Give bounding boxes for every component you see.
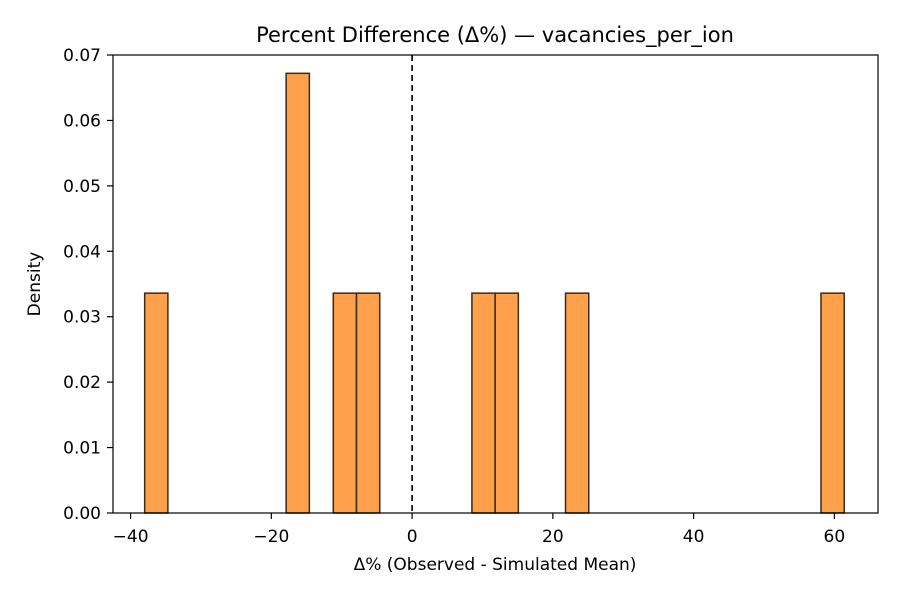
y-tick-label: 0.00 bbox=[63, 504, 101, 524]
y-ticks: 0.00 0.01 0.02 0.03 0.04 0.05 0.06 0.07 bbox=[63, 46, 113, 524]
histogram-bar-2 bbox=[332, 292, 358, 514]
y-tick-label: 0.04 bbox=[63, 242, 101, 262]
x-ticks: −40 −20 0 20 40 60 bbox=[113, 513, 846, 547]
x-tick-label: −40 bbox=[113, 527, 149, 547]
x-tick-label: 20 bbox=[542, 527, 564, 547]
chart-title: Percent Difference (Δ%) — vacancies_per_… bbox=[256, 23, 734, 48]
histogram-bar-3 bbox=[355, 292, 381, 514]
y-tick-label: 0.07 bbox=[63, 46, 101, 66]
y-tick-label: 0.06 bbox=[63, 111, 101, 131]
y-tick-label: 0.05 bbox=[63, 177, 101, 197]
histogram-bar-6 bbox=[564, 292, 590, 514]
histogram-bar-5 bbox=[494, 292, 520, 514]
bars-layer bbox=[143, 72, 845, 514]
y-tick-label: 0.02 bbox=[63, 373, 101, 393]
histogram-bar-7 bbox=[820, 292, 845, 514]
x-tick-label: 0 bbox=[407, 527, 418, 547]
x-tick-label: 60 bbox=[824, 527, 846, 547]
histogram-bar-1 bbox=[285, 72, 311, 514]
y-tick-label: 0.01 bbox=[63, 439, 101, 459]
plot-frame bbox=[112, 54, 879, 514]
x-axis-label: Δ% (Observed - Simulated Mean) bbox=[354, 555, 637, 575]
y-tick-label: 0.03 bbox=[63, 308, 101, 328]
x-tick-label: 40 bbox=[683, 527, 705, 547]
histogram-bar-0 bbox=[143, 292, 169, 514]
histogram-bar-4 bbox=[471, 292, 496, 514]
y-axis-label: Density bbox=[25, 252, 45, 317]
x-tick-label: −20 bbox=[253, 527, 289, 547]
